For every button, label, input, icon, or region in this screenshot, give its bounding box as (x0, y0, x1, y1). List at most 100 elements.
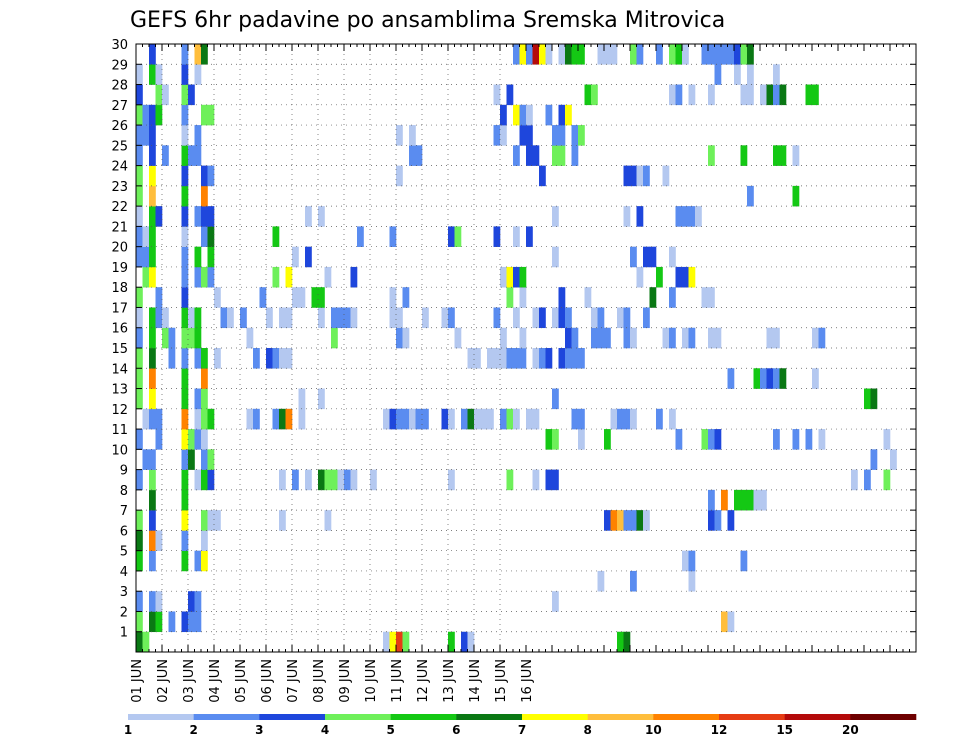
precip-cell (188, 429, 195, 450)
precip-cell (474, 348, 481, 369)
y-tick-label: 27 (111, 99, 128, 114)
precip-cell (630, 510, 637, 531)
precip-cell (285, 266, 293, 288)
precip-cell (298, 388, 306, 410)
precip-cell (136, 388, 143, 410)
precip-cell (662, 327, 670, 349)
precip-cell (532, 469, 540, 491)
precip-cell (539, 307, 546, 329)
precip-cell (864, 469, 871, 491)
precip-cell (136, 145, 143, 166)
precip-cell (643, 246, 650, 268)
precip-cell (181, 348, 189, 369)
precip-cell (864, 388, 871, 410)
precip-cell (142, 125, 150, 146)
precip-cell (688, 266, 696, 288)
precip-cell (558, 104, 566, 126)
precip-cell (155, 287, 163, 308)
precip-cell (714, 64, 722, 85)
legend-swatch (719, 714, 785, 720)
x-tick-label: 05 JUN (234, 659, 249, 703)
precip-cell (571, 348, 579, 369)
precip-cell (136, 429, 143, 450)
precip-cell (597, 327, 605, 349)
precip-cell (506, 266, 514, 288)
precip-cell (513, 348, 520, 369)
precip-cell (552, 206, 559, 227)
precip-cell (194, 246, 202, 268)
precip-cell (136, 611, 143, 633)
precip-cell (526, 408, 533, 430)
x-tick-label: 03 JUN (182, 659, 197, 703)
legend-label: 5 (386, 723, 394, 737)
precip-cell (207, 266, 215, 288)
precip-cell (747, 84, 754, 106)
precip-cell (636, 206, 644, 227)
precip-cell (779, 368, 787, 389)
precip-cell (194, 145, 202, 166)
precip-cell (747, 44, 754, 65)
precip-cell (727, 44, 735, 65)
precip-cell (480, 408, 488, 430)
y-tick-label: 15 (111, 342, 128, 357)
precip-cell (396, 631, 403, 653)
precip-cell (623, 206, 631, 227)
precip-cell (136, 510, 143, 531)
precip-cell (526, 104, 533, 126)
precip-cell (207, 408, 215, 430)
precip-cell (259, 287, 267, 308)
precip-cell (194, 388, 202, 410)
precip-cell (513, 44, 520, 65)
precip-cell (136, 631, 143, 653)
precip-cell (149, 530, 156, 551)
precip-cell (597, 44, 605, 65)
precip-cell (181, 550, 189, 572)
precip-cell (805, 429, 813, 450)
precip-cell (636, 510, 644, 531)
precip-cell (571, 44, 579, 65)
precip-cell (630, 327, 637, 349)
precip-cell (617, 631, 624, 653)
precip-cell (409, 145, 416, 166)
precip-cell (604, 327, 611, 349)
precip-cell (149, 388, 156, 410)
precip-cell (604, 510, 611, 531)
precip-cell (181, 327, 189, 349)
precip-cell (279, 469, 286, 491)
precip-cell (422, 307, 429, 329)
precip-cell (181, 510, 189, 531)
precip-cell (324, 510, 332, 531)
precip-cell (207, 206, 215, 227)
precip-cell (272, 408, 280, 430)
precip-cell (610, 510, 618, 531)
precip-cell (708, 510, 715, 531)
legend-swatch (784, 714, 851, 720)
precip-cell (383, 631, 390, 653)
precip-cell (571, 327, 579, 349)
precip-cell (454, 327, 462, 349)
y-tick-label: 28 (111, 79, 128, 94)
precip-cell (591, 327, 598, 349)
legend-swatch (522, 714, 588, 720)
precip-cell (779, 145, 787, 166)
precip-cell (500, 104, 507, 126)
precip-cell (194, 44, 202, 65)
precip-cell (155, 429, 163, 450)
precip-cell (558, 125, 566, 146)
precip-cell (194, 611, 202, 633)
precip-cell (519, 44, 527, 65)
precip-cell (285, 408, 293, 430)
precip-cell (571, 125, 579, 146)
precip-cell (721, 44, 728, 65)
precip-cell (636, 165, 644, 187)
y-axis: 1234567891011121314151617181920212223242… (111, 38, 916, 641)
precip-cell (136, 348, 143, 369)
legend-swatch (390, 714, 457, 720)
precip-cell (532, 408, 540, 430)
precip-cell (630, 246, 637, 268)
precip-cell (181, 206, 189, 227)
precip-cell (357, 226, 364, 247)
precip-cell (318, 206, 325, 227)
precip-cell (214, 287, 221, 308)
precip-cell (181, 125, 189, 146)
